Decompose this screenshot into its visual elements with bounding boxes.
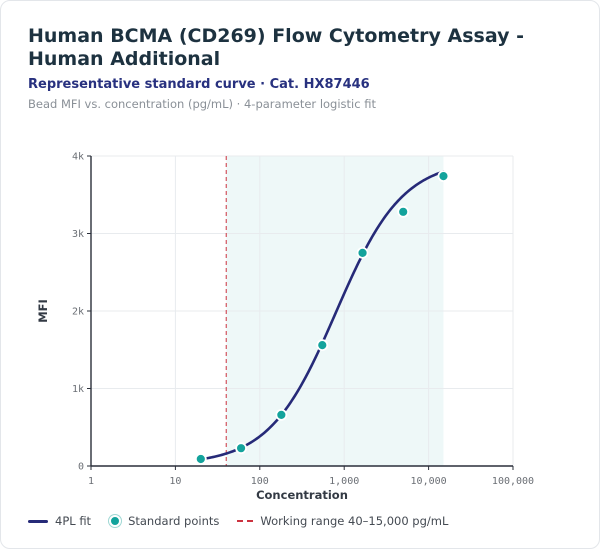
standard-point-3 <box>316 339 329 352</box>
x-tick-label-1: 10 <box>169 476 181 487</box>
legend-range-label: Working range 40–15,000 pg/mL <box>260 514 449 528</box>
legend-item-points: Standard points <box>109 514 219 528</box>
y-tick-label-1: 1k <box>72 384 84 395</box>
y-axis-title: MFI <box>36 299 50 323</box>
standard-point-5 <box>397 205 410 218</box>
y-tick-label-4: 4k <box>72 152 84 163</box>
legend-fit-label: 4PL fit <box>55 514 92 528</box>
legend-range-swatch <box>237 520 254 522</box>
legend-item-fit: 4PL fit <box>28 514 91 528</box>
chart-legend: 4PL fit Standard points Working range 40… <box>28 514 466 528</box>
x-tick-label-5: 100,000 <box>492 476 534 487</box>
y-tick-label-2: 2k <box>72 307 84 318</box>
legend-fit-swatch <box>28 519 48 523</box>
x-tick-label-2: 100 <box>251 476 269 487</box>
standard-point-6 <box>437 170 450 183</box>
y-tick-label-0: 0 <box>78 462 84 473</box>
standard-point-0 <box>194 453 207 465</box>
standard-point-4 <box>356 246 369 259</box>
y-tick-label-3: 3k <box>72 229 84 240</box>
x-tick-label-3: 1,000 <box>329 476 359 487</box>
chart-title: Human BCMA (CD269) Flow Cytometry Assay … <box>28 25 524 70</box>
legend-item-range: Working range 40–15,000 pg/mL <box>237 514 448 528</box>
standard-point-2 <box>275 408 288 421</box>
x-axis-title: Concentration <box>256 488 348 502</box>
chart-note: Bead MFI vs. concentration (pg/mL) · 4-p… <box>28 97 376 111</box>
legend-points-swatch <box>109 515 122 527</box>
x-tick-label-4: 10,000 <box>411 476 447 487</box>
chart-subtitle: Representative standard curve · Cat. HX8… <box>28 77 370 92</box>
x-tick-label-0: 1 <box>88 476 94 487</box>
standard-point-1 <box>235 442 247 455</box>
legend-points-label: Standard points <box>128 514 220 528</box>
